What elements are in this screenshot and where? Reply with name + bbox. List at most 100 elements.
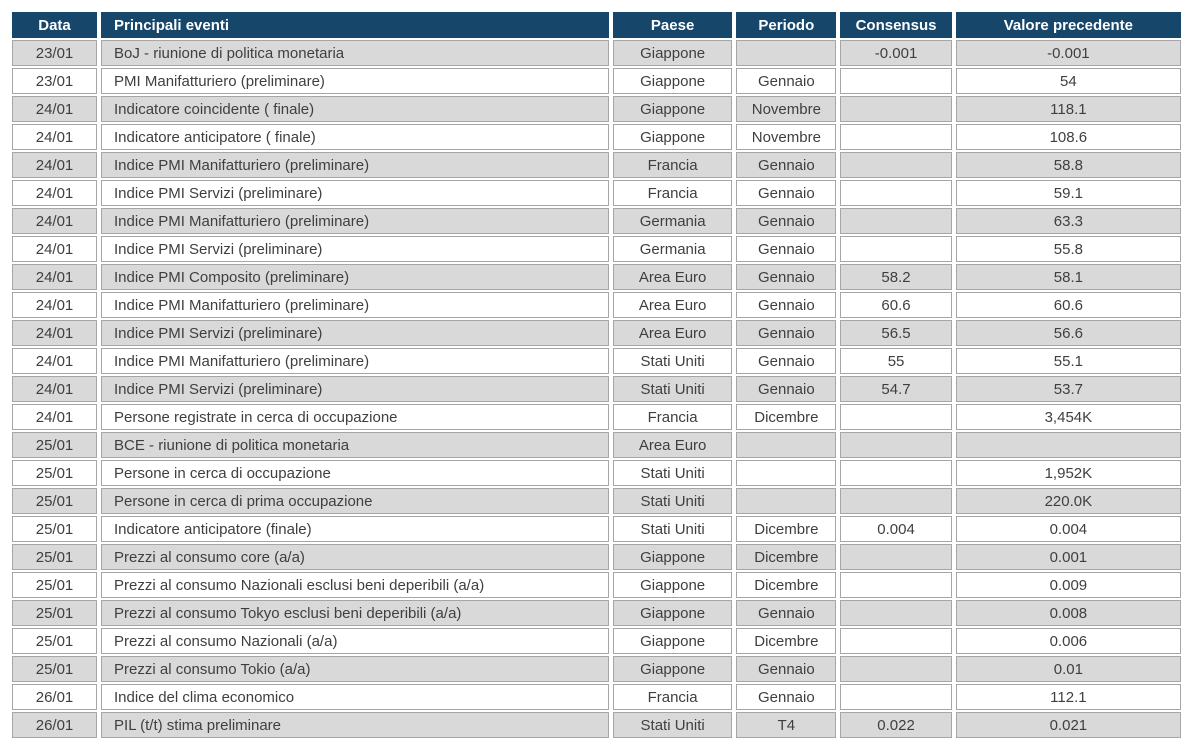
cell-paese: Stati Uniti: [612, 348, 733, 374]
cell-valore: 63.3: [955, 208, 1181, 234]
cell-periodo: Novembre: [736, 96, 837, 122]
table-row: 23/01 BoJ - riunione di politica monetari…: [12, 40, 1181, 66]
cell-evento: BCE - riunione di politica monetaria: [101, 432, 609, 458]
cell-data: 25/01: [12, 628, 98, 654]
table-body: 23/01 BoJ - riunione di politica monetari…: [12, 40, 1181, 738]
cell-evento: Indice PMI Manifatturiero (preliminare): [101, 152, 609, 178]
cell-paese: Giappone: [612, 124, 733, 150]
cell-evento: Prezzi al consumo Nazionali (a/a): [101, 628, 609, 654]
cell-paese: Stati Uniti: [612, 376, 733, 402]
table-row: 25/01 Prezzi al consumo Nazionali (a/a) Gi…: [12, 628, 1181, 654]
column-header-valore: Valore precedente: [955, 12, 1181, 38]
cell-paese: Giappone: [612, 68, 733, 94]
cell-paese: Stati Uniti: [612, 712, 733, 738]
cell-consensus: 56.5: [840, 320, 952, 346]
cell-periodo: Dicembre: [736, 404, 837, 430]
cell-paese: Germania: [612, 208, 733, 234]
cell-evento: BoJ - riunione di politica monetaria: [101, 40, 609, 66]
table-row: 24/01 Indice PMI Manifatturiero (prelimin…: [12, 208, 1181, 234]
table-row: 25/01 Prezzi al consumo core (a/a) Giappon…: [12, 544, 1181, 570]
cell-periodo: Gennaio: [736, 656, 837, 682]
cell-periodo: Gennaio: [736, 292, 837, 318]
cell-valore: 59.1: [955, 180, 1181, 206]
cell-periodo: Gennaio: [736, 264, 837, 290]
cell-data: 24/01: [12, 264, 98, 290]
table-row: 25/01 Prezzi al consumo Tokio (a/a) Giappo…: [12, 656, 1181, 682]
column-header-evento: Principali eventi: [101, 12, 609, 38]
table-row: 24/01 Indice PMI Servizi (preliminare) Ger…: [12, 236, 1181, 262]
cell-consensus: [840, 152, 952, 178]
cell-evento: Indice PMI Manifatturiero (preliminare): [101, 292, 609, 318]
cell-data: 24/01: [12, 320, 98, 346]
cell-evento: Prezzi al consumo Nazionali esclusi beni…: [101, 572, 609, 598]
cell-consensus: -0.001: [840, 40, 952, 66]
table-row: 25/01 Persone in cerca di occupazione Stat…: [12, 460, 1181, 486]
cell-evento: Prezzi al consumo Tokyo esclusi beni dep…: [101, 600, 609, 626]
cell-periodo: Gennaio: [736, 684, 837, 710]
cell-periodo: Gennaio: [736, 152, 837, 178]
cell-data: 23/01: [12, 40, 98, 66]
cell-valore: 1,952K: [955, 460, 1181, 486]
cell-consensus: 0.022: [840, 712, 952, 738]
column-header-paese: Paese: [612, 12, 733, 38]
cell-valore: 0.009: [955, 572, 1181, 598]
cell-evento: Persone in cerca di prima occupazione: [101, 488, 609, 514]
cell-valore: 60.6: [955, 292, 1181, 318]
cell-periodo: Novembre: [736, 124, 837, 150]
cell-consensus: [840, 572, 952, 598]
cell-evento: Indice PMI Servizi (preliminare): [101, 236, 609, 262]
cell-periodo: Gennaio: [736, 208, 837, 234]
cell-periodo: [736, 488, 837, 514]
cell-paese: Area Euro: [612, 432, 733, 458]
cell-valore: 53.7: [955, 376, 1181, 402]
cell-data: 24/01: [12, 236, 98, 262]
cell-paese: Francia: [612, 684, 733, 710]
cell-paese: Stati Uniti: [612, 516, 733, 542]
table-row: 24/01 Indicatore anticipatore ( finale) Gi…: [12, 124, 1181, 150]
cell-periodo: [736, 460, 837, 486]
cell-evento: Indicatore coincidente ( finale): [101, 96, 609, 122]
cell-consensus: 60.6: [840, 292, 952, 318]
cell-paese: Giappone: [612, 656, 733, 682]
cell-consensus: [840, 432, 952, 458]
cell-data: 24/01: [12, 180, 98, 206]
cell-consensus: 55: [840, 348, 952, 374]
cell-valore: 54: [955, 68, 1181, 94]
cell-consensus: [840, 236, 952, 262]
cell-periodo: Dicembre: [736, 516, 837, 542]
cell-evento: PMI Manifatturiero (preliminare): [101, 68, 609, 94]
cell-periodo: Gennaio: [736, 320, 837, 346]
cell-evento: Indice PMI Servizi (preliminare): [101, 376, 609, 402]
cell-paese: Stati Uniti: [612, 488, 733, 514]
cell-consensus: [840, 628, 952, 654]
header-row: Data Principali eventi Paese Periodo Consens…: [12, 12, 1181, 38]
cell-valore: 220.0K: [955, 488, 1181, 514]
cell-periodo: Dicembre: [736, 628, 837, 654]
cell-data: 24/01: [12, 292, 98, 318]
cell-data: 26/01: [12, 712, 98, 738]
cell-data: 25/01: [12, 572, 98, 598]
cell-evento: PIL (t/t) stima preliminare: [101, 712, 609, 738]
cell-periodo: Dicembre: [736, 544, 837, 570]
cell-periodo: [736, 40, 837, 66]
table-row: 25/01 Prezzi al consumo Tokyo esclusi ben…: [12, 600, 1181, 626]
cell-consensus: 54.7: [840, 376, 952, 402]
cell-valore: 108.6: [955, 124, 1181, 150]
cell-periodo: Gennaio: [736, 68, 837, 94]
cell-evento: Indice PMI Servizi (preliminare): [101, 320, 609, 346]
cell-valore: 55.1: [955, 348, 1181, 374]
cell-valore: 112.1: [955, 684, 1181, 710]
cell-periodo: Gennaio: [736, 348, 837, 374]
cell-data: 25/01: [12, 544, 98, 570]
cell-valore: 0.001: [955, 544, 1181, 570]
cell-paese: Giappone: [612, 544, 733, 570]
cell-valore: [955, 432, 1181, 458]
table-row: 26/01 PIL (t/t) stima preliminare Stati Un…: [12, 712, 1181, 738]
cell-evento: Prezzi al consumo core (a/a): [101, 544, 609, 570]
table-row: 25/01 BCE - riunione di politica monetari…: [12, 432, 1181, 458]
cell-periodo: Gennaio: [736, 376, 837, 402]
cell-paese: Giappone: [612, 600, 733, 626]
cell-data: 25/01: [12, 432, 98, 458]
cell-paese: Area Euro: [612, 292, 733, 318]
cell-consensus: [840, 544, 952, 570]
